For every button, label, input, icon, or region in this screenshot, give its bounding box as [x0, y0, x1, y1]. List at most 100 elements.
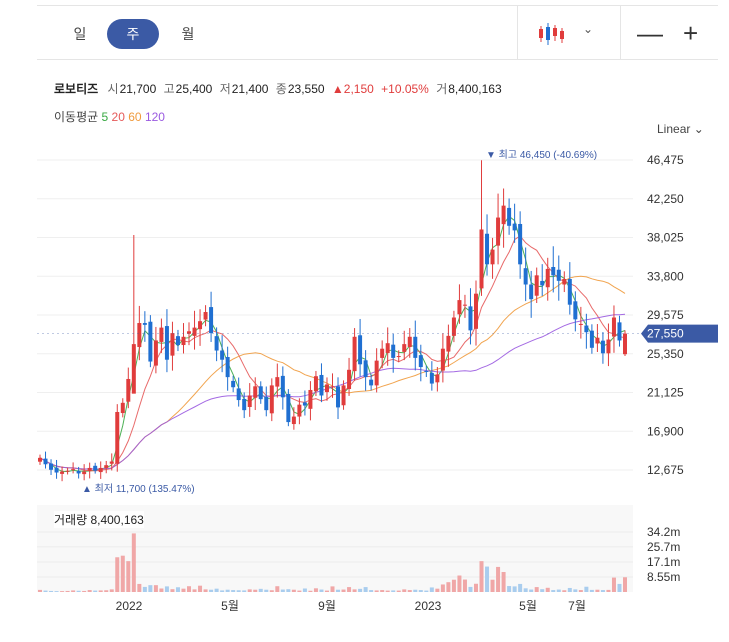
candle-body	[551, 267, 556, 276]
volume-bar	[286, 589, 291, 592]
volume-bar	[104, 590, 109, 592]
period-week-tab[interactable]: 주	[107, 19, 159, 49]
volume-bar	[170, 589, 175, 592]
volume-bar	[336, 589, 341, 592]
candle-body	[617, 322, 622, 341]
candle-body	[170, 333, 175, 356]
ma-legend-label: 이동평균	[54, 110, 99, 124]
candle-body	[501, 205, 506, 225]
volume-bar	[523, 588, 528, 592]
ma20-label: 20	[111, 110, 125, 124]
chevron-down-icon: ⌄	[693, 122, 704, 136]
candle-body	[540, 280, 545, 286]
candle-body	[236, 388, 241, 401]
change-percent: +10.05%	[381, 82, 429, 96]
candle-body	[286, 393, 291, 423]
price-tick-label: 46,475	[647, 153, 684, 167]
scale-selector[interactable]: Linear ⌄	[657, 122, 704, 136]
low-label: 저	[219, 82, 231, 96]
zoom-out-button[interactable]: —	[637, 18, 663, 48]
volume-bar	[611, 577, 616, 592]
volume-bar	[247, 589, 252, 592]
candle-body	[120, 402, 125, 414]
volume-bar	[545, 587, 550, 592]
candle-body	[76, 470, 81, 474]
volume-bar	[87, 590, 92, 592]
change-value: ▲2,150	[331, 82, 374, 96]
candle-body	[534, 275, 539, 296]
toolbar-divider	[517, 6, 518, 60]
candle-body	[187, 331, 192, 334]
date-tick-label: 5월	[221, 599, 239, 613]
ma60-line	[39, 275, 626, 470]
stock-name: 로보티즈	[54, 82, 99, 96]
date-tick-label: 9월	[318, 599, 336, 613]
volume-bar	[507, 586, 512, 592]
chevron-down-icon[interactable]: ⌄	[583, 22, 594, 36]
candle-body	[490, 249, 495, 265]
candle-body	[192, 327, 197, 336]
candle-body	[264, 396, 269, 411]
min-price-annotation: ▲ 최저 11,700 (135.47%)	[82, 483, 195, 495]
candle-body	[302, 402, 307, 406]
candle-body	[220, 350, 225, 360]
volume-bar	[589, 589, 594, 592]
candle-body	[71, 468, 76, 470]
candle-body	[269, 385, 274, 414]
candle-body	[363, 360, 368, 378]
candle-body	[82, 471, 87, 475]
candle-body	[473, 293, 478, 329]
candle-body	[396, 356, 401, 358]
max-price-annotation: ▼ 최고 46,450 (-40.69%)	[486, 149, 597, 161]
volume-bar	[297, 590, 302, 592]
volume-bar	[76, 590, 81, 592]
price-tick-label: 21,125	[647, 386, 684, 400]
volume-bar	[54, 591, 59, 592]
volume-bar	[324, 590, 329, 592]
volume-bar	[242, 590, 247, 592]
close-label: 종	[275, 82, 287, 96]
candle-body	[606, 339, 611, 354]
candle-body	[131, 344, 136, 394]
price-tick-label: 38,025	[647, 231, 684, 245]
volume-bar	[562, 590, 567, 592]
candle-body	[589, 330, 594, 348]
candle-body	[468, 306, 473, 331]
candle-body	[418, 355, 423, 368]
candle-body	[137, 323, 142, 348]
date-tick-label: 7월	[568, 599, 586, 613]
volume-bar	[258, 588, 263, 592]
volume-bar	[623, 577, 627, 592]
scale-label: Linear	[657, 122, 691, 136]
period-day-tab[interactable]: 일	[73, 26, 87, 42]
price-tick-label: 12,675	[647, 463, 684, 477]
moving-average-legend[interactable]: 이동평균 5 20 60 120	[54, 108, 165, 125]
open-label: 시	[107, 82, 119, 96]
candle-body	[280, 375, 285, 398]
price-tick-label: 29,575	[647, 308, 684, 322]
volume-bar	[617, 583, 622, 592]
candle-body	[479, 229, 484, 289]
high-label: 고	[163, 82, 175, 96]
volume-bar	[600, 590, 605, 592]
candle-body	[407, 336, 412, 348]
volume-bar	[181, 588, 186, 592]
period-month-tab[interactable]: 월	[181, 26, 195, 42]
volume-bar	[264, 589, 269, 592]
candle-body	[49, 463, 54, 470]
price-tick-label: 33,800	[647, 269, 684, 283]
candle-body	[352, 336, 357, 372]
candle-body	[462, 304, 467, 306]
candle-body	[595, 337, 600, 344]
volume-bar	[529, 589, 534, 592]
volume-bar	[82, 590, 87, 592]
zoom-in-button[interactable]: +	[683, 18, 699, 48]
candlestick-type-icon[interactable]	[537, 21, 567, 47]
candle-body	[518, 223, 523, 265]
volume-tick-label: 34.2m	[647, 525, 680, 539]
candle-body	[369, 379, 374, 386]
volume-bar	[479, 561, 484, 592]
volume-bar	[413, 589, 418, 592]
candle-body	[556, 269, 561, 281]
